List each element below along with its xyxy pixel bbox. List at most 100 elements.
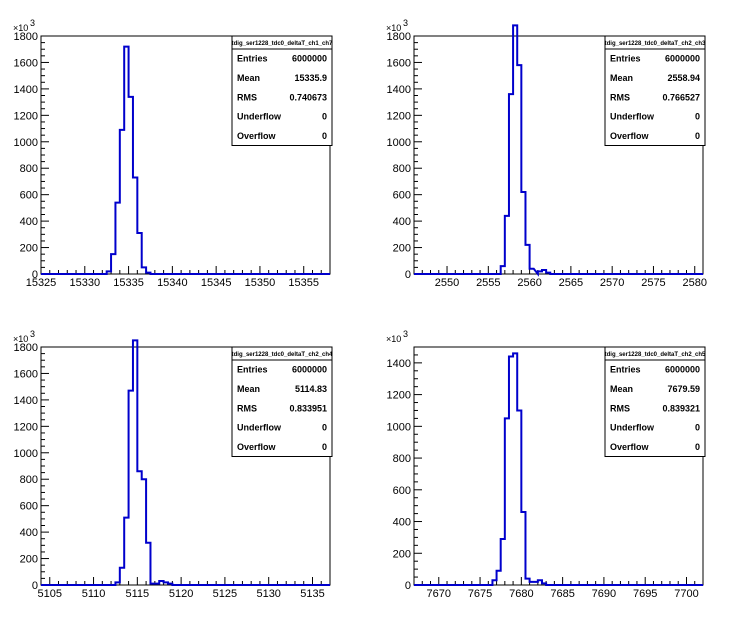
stats-value: 6000000	[292, 365, 327, 375]
x-tick-label: 7675	[468, 588, 492, 600]
histogram-bin	[521, 192, 525, 274]
x-tick-label: 2575	[641, 277, 665, 289]
histogram-bin	[505, 216, 509, 274]
y-tick-label: 1400	[387, 84, 411, 96]
histogram-bin	[111, 254, 115, 274]
stats-label: Overflow	[610, 131, 650, 141]
stats-box	[604, 346, 706, 457]
stats-value: 6000000	[665, 54, 700, 64]
x-tick-label: 2560	[517, 277, 541, 289]
histogram-bin	[142, 267, 146, 274]
histogram-bin	[546, 273, 550, 274]
y-tick-label: 1600	[14, 368, 38, 380]
y-tick-label: 1200	[387, 110, 411, 122]
stats-label: Overflow	[237, 442, 277, 452]
y-tick-label: 1400	[387, 358, 411, 370]
histogram-bin	[542, 583, 546, 585]
y-tick-label: 400	[20, 527, 38, 539]
stats-value: 0	[322, 131, 327, 141]
stats-label: RMS	[237, 403, 257, 413]
x-tick-label: 7695	[633, 588, 657, 600]
stats-label: Mean	[237, 73, 260, 83]
stats-label: Entries	[237, 365, 268, 375]
histogram-bin	[513, 25, 517, 274]
histogram-bin	[517, 410, 521, 585]
y-tick-label: 400	[20, 216, 38, 228]
stats-label: Underflow	[610, 112, 655, 122]
y-tick-label: 400	[393, 216, 411, 228]
histogram-bin	[155, 584, 159, 585]
y-tick-label: 800	[393, 163, 411, 175]
histogram-bin	[513, 353, 517, 585]
x-tick-label: 7670	[427, 588, 451, 600]
stats-label: Entries	[610, 54, 641, 64]
stats-value: 0	[695, 112, 700, 122]
y-tick-label: 0	[405, 269, 411, 281]
stats-label: RMS	[237, 92, 257, 102]
y-tick-label: 1200	[14, 110, 38, 122]
x-tick-label: 5105	[38, 588, 62, 600]
histogram-line	[414, 352, 703, 586]
x-tick-label: 15340	[157, 277, 188, 289]
y-tick-label: 1400	[14, 84, 38, 96]
histogram-panel-1: 0 200 400 600 800 1000 1200 1400 1600 1800 15325 15…	[13, 18, 333, 289]
histogram-panel-3: 0 200 400 600 800 1000 1200 1400 1600 1800 5105 511…	[13, 329, 333, 600]
histogram-bin	[133, 177, 137, 274]
stats-value: 5114.83	[295, 384, 327, 394]
y-tick-label: 0	[32, 580, 38, 592]
stats-value: 0	[322, 112, 327, 122]
histogram-bin	[137, 233, 141, 274]
x-tick-label: 7690	[592, 588, 616, 600]
histogram-bin	[542, 270, 546, 274]
histogram-bin	[107, 271, 111, 274]
histogram-bin	[115, 203, 119, 274]
stats-value: 0	[695, 423, 700, 433]
stats-label: Underflow	[610, 423, 655, 433]
histogram-bin	[509, 94, 513, 274]
x-tick-label: 2565	[559, 277, 583, 289]
histogram-bin	[142, 479, 146, 585]
histogram-bin	[150, 584, 154, 585]
histogram-bin	[505, 418, 509, 585]
x-tick-label: 2570	[600, 277, 624, 289]
stats-box	[604, 35, 706, 146]
x-tick-label: 5115	[126, 588, 150, 600]
x-tick-label: 2580	[683, 277, 707, 289]
histogram-bin	[124, 47, 128, 274]
stats-label: Underflow	[237, 112, 282, 122]
stats-title: tdig_ser1228_tdc0_deltaT_ch1_ch7	[232, 41, 333, 47]
histogram-bin	[115, 582, 119, 585]
stats-value: 15335.9	[294, 73, 327, 83]
histogram-bin	[509, 357, 513, 585]
stats-title: tdig_ser1228_tdc0_deltaT_ch2_ch3	[605, 41, 706, 47]
histogram-bin	[521, 512, 525, 585]
histogram-bin	[120, 130, 124, 274]
x-tick-label: 15325	[26, 277, 57, 289]
y-exponent-label: ×10	[386, 23, 401, 33]
histogram-bin	[530, 269, 534, 274]
stats-value: 6000000	[292, 54, 327, 64]
x-tick-label: 5120	[169, 588, 193, 600]
histogram-bin	[146, 543, 150, 585]
y-tick-label: 600	[393, 190, 411, 202]
y-exponent-label: ×10	[13, 23, 28, 33]
stats-label: Mean	[610, 73, 633, 83]
stats-value: 0.740673	[289, 92, 327, 102]
y-exponent-power: 3	[403, 18, 408, 28]
y-tick-label: 200	[393, 243, 411, 255]
y-tick-label: 1400	[14, 395, 38, 407]
histogram-line	[41, 339, 330, 586]
x-tick-label: 7685	[550, 588, 574, 600]
y-tick-label: 600	[20, 501, 38, 513]
stats-label: Overflow	[610, 442, 650, 452]
histogram-bin	[525, 579, 529, 585]
histogram-line	[414, 24, 703, 277]
stats-box	[231, 35, 333, 146]
y-exponent-power: 3	[30, 329, 35, 339]
y-tick-label: 800	[20, 474, 38, 486]
histogram-panel-2: 0 200 400 600 800 1000 1200 1400 1600 1800 2550 255…	[386, 18, 707, 289]
x-tick-label: 7700	[674, 588, 698, 600]
histogram-bin	[492, 580, 496, 585]
y-exponent-label: ×10	[13, 334, 28, 344]
y-tick-label: 200	[393, 548, 411, 560]
